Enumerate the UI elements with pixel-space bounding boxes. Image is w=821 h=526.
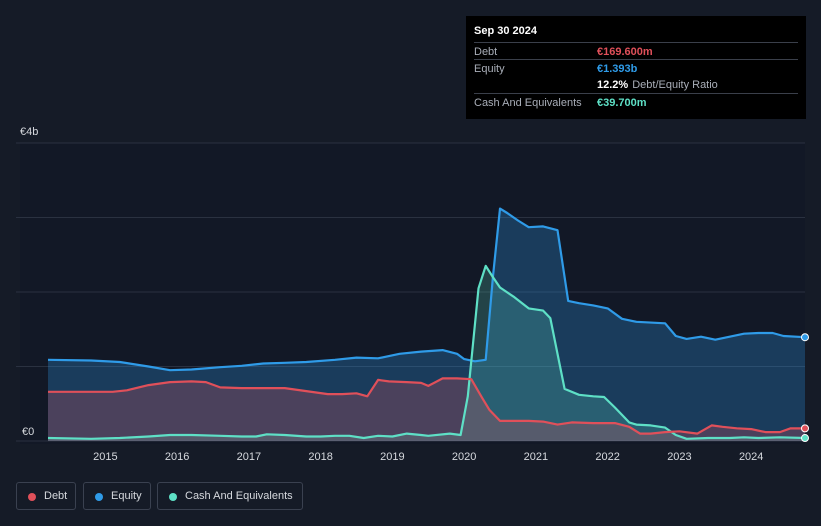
equity-area (48, 208, 805, 441)
legend-item-debt[interactable]: Debt (16, 482, 76, 510)
debt-line (48, 377, 806, 435)
series-areas (48, 208, 805, 441)
legend-cash-label: Cash And Equivalents (185, 490, 293, 502)
y-axis-bottom-label: €0 (22, 426, 34, 438)
x-tick-label: 2019 (380, 451, 404, 463)
tooltip-ratio-value: 12.2% Debt/Equity Ratio (597, 79, 718, 91)
legend-item-equity[interactable]: Equity (83, 482, 151, 510)
equity-line (47, 207, 806, 372)
tooltip-row-debt: Debt €169.600m (474, 42, 798, 60)
x-tick-label: 2024 (739, 451, 763, 463)
series-lines (47, 207, 806, 440)
tooltip-row-equity: Equity €1.393b (474, 59, 798, 77)
legend-debt-dot (28, 493, 36, 501)
x-tick-label: 2015 (93, 451, 117, 463)
tooltip: Sep 30 2024 Debt €169.600m Equity €1.393… (466, 16, 806, 119)
series-end-markers (801, 333, 809, 443)
tooltip-cash-value: €39.700m (597, 97, 647, 109)
legend-equity-label: Equity (111, 490, 142, 502)
x-tick-label: 2022 (595, 451, 619, 463)
legend-item-cash[interactable]: Cash And Equivalents (157, 482, 303, 510)
tooltip-date: Sep 30 2024 (474, 25, 537, 37)
x-tick-label: 2023 (667, 451, 691, 463)
x-tick-label: 2016 (165, 451, 189, 463)
tooltip-debt-label: Debt (474, 46, 498, 58)
tooltip-ratio-label: Debt/Equity Ratio (632, 79, 718, 91)
x-tick-label: 2018 (308, 451, 332, 463)
x-tick-label: 2020 (452, 451, 476, 463)
cash-and-equivalents-line (47, 264, 806, 440)
equity-end-dot (801, 333, 809, 342)
debt-end-dot (801, 424, 809, 433)
tooltip-row-ratio: 12.2% Debt/Equity Ratio (474, 76, 798, 93)
tooltip-debt-value: €169.600m (597, 46, 653, 58)
tooltip-ratio-number: 12.2% (597, 79, 629, 91)
tooltip-equity-label: Equity (474, 63, 505, 75)
x-tick-label: 2021 (524, 451, 548, 463)
plot-background (20, 143, 805, 444)
tooltip-cash-label: Cash And Equivalents (474, 97, 582, 109)
legend-debt-label: Debt (44, 490, 68, 502)
x-axis: 2015 2016 2017 2018 2019 2020 2021 2022 2023 2024 (93, 451, 763, 463)
legend-cash-dot (169, 493, 177, 501)
cash-and-equivalents-end-dot (801, 434, 809, 443)
x-tick-label: 2017 (237, 451, 261, 463)
tooltip-row-cash: Cash And Equivalents €39.700m (474, 93, 798, 111)
legend-equity-dot (95, 493, 103, 501)
y-axis-top-label: €4b (20, 126, 38, 138)
tooltip-equity-value: €1.393b (597, 63, 638, 75)
debt-area (48, 378, 805, 441)
